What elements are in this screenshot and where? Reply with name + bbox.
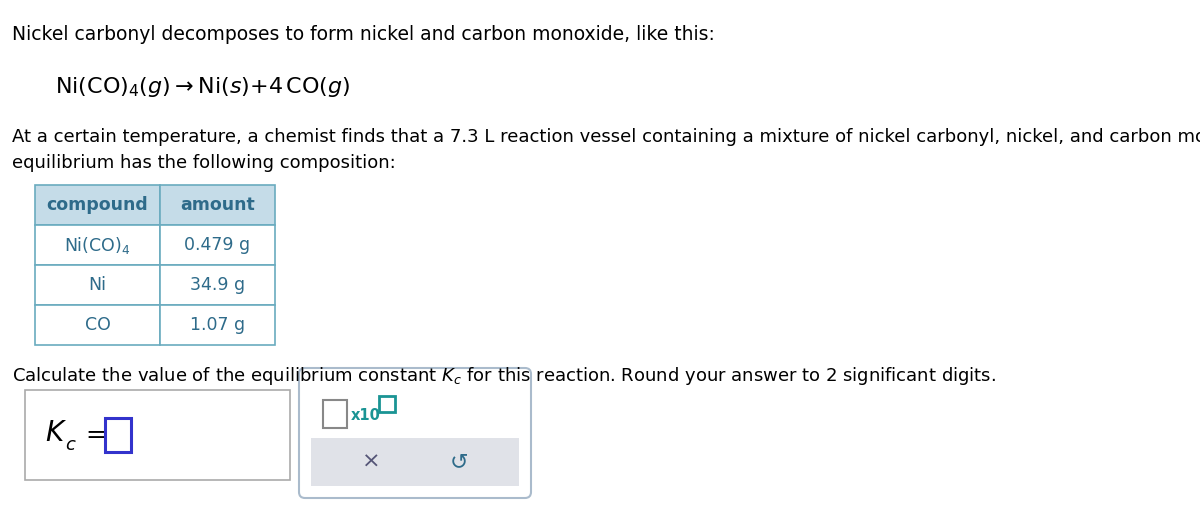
Text: amount: amount [180,196,254,214]
Text: CO: CO [84,316,110,334]
Bar [379,396,395,412]
Text: 34.9 g: 34.9 g [190,276,245,294]
Bar [25,390,290,480]
Bar [160,265,275,305]
Text: Ni: Ni [89,276,107,294]
Text: $\mathit{c}$: $\mathit{c}$ [65,436,77,454]
Bar [311,438,520,486]
Text: compound: compound [47,196,149,214]
Text: 1.07 g: 1.07 g [190,316,245,334]
Bar [160,185,275,225]
Bar [35,185,160,225]
Bar [323,400,347,428]
Bar [160,225,275,265]
Text: $\mathrm{Ni(CO)_4}$: $\mathrm{Ni(CO)_4}$ [65,235,131,255]
Text: $\mathrm{Ni(CO)_4}$$\mathit{(g)}$$\rightarrow$$\mathrm{Ni}$$\mathit{(s)}$$\mathr: $\mathrm{Ni(CO)_4}$$\mathit{(g)}$$\right… [55,75,350,99]
Text: 0.479 g: 0.479 g [185,236,251,254]
FancyBboxPatch shape [299,368,530,498]
Bar [35,305,160,345]
Text: $\mathit{K}$: $\mathit{K}$ [46,419,67,447]
Text: $=$: $=$ [82,421,106,445]
Text: Calculate the value of the equilibrium constant $K_c$ for this reaction. Round y: Calculate the value of the equilibrium c… [12,365,996,387]
Bar [35,225,160,265]
Text: x10: x10 [352,409,380,423]
Text: ↺: ↺ [450,452,468,472]
Text: ×: × [361,452,380,472]
Bar [106,418,131,452]
Text: Nickel carbonyl decomposes to form nickel and carbon monoxide, like this:: Nickel carbonyl decomposes to form nicke… [12,25,715,44]
Bar [35,265,160,305]
Bar [160,305,275,345]
Text: At a certain temperature, a chemist finds that a 7.3 L reaction vessel containin: At a certain temperature, a chemist find… [12,128,1200,173]
